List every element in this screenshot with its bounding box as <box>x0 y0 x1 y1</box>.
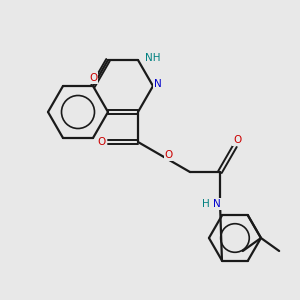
Text: N: N <box>154 79 162 89</box>
Text: O: O <box>234 135 242 145</box>
Text: O: O <box>165 150 173 160</box>
Text: O: O <box>89 73 97 83</box>
Text: O: O <box>98 137 106 147</box>
Text: H: H <box>202 199 210 209</box>
Text: NH: NH <box>145 53 161 63</box>
Text: N: N <box>213 199 221 209</box>
